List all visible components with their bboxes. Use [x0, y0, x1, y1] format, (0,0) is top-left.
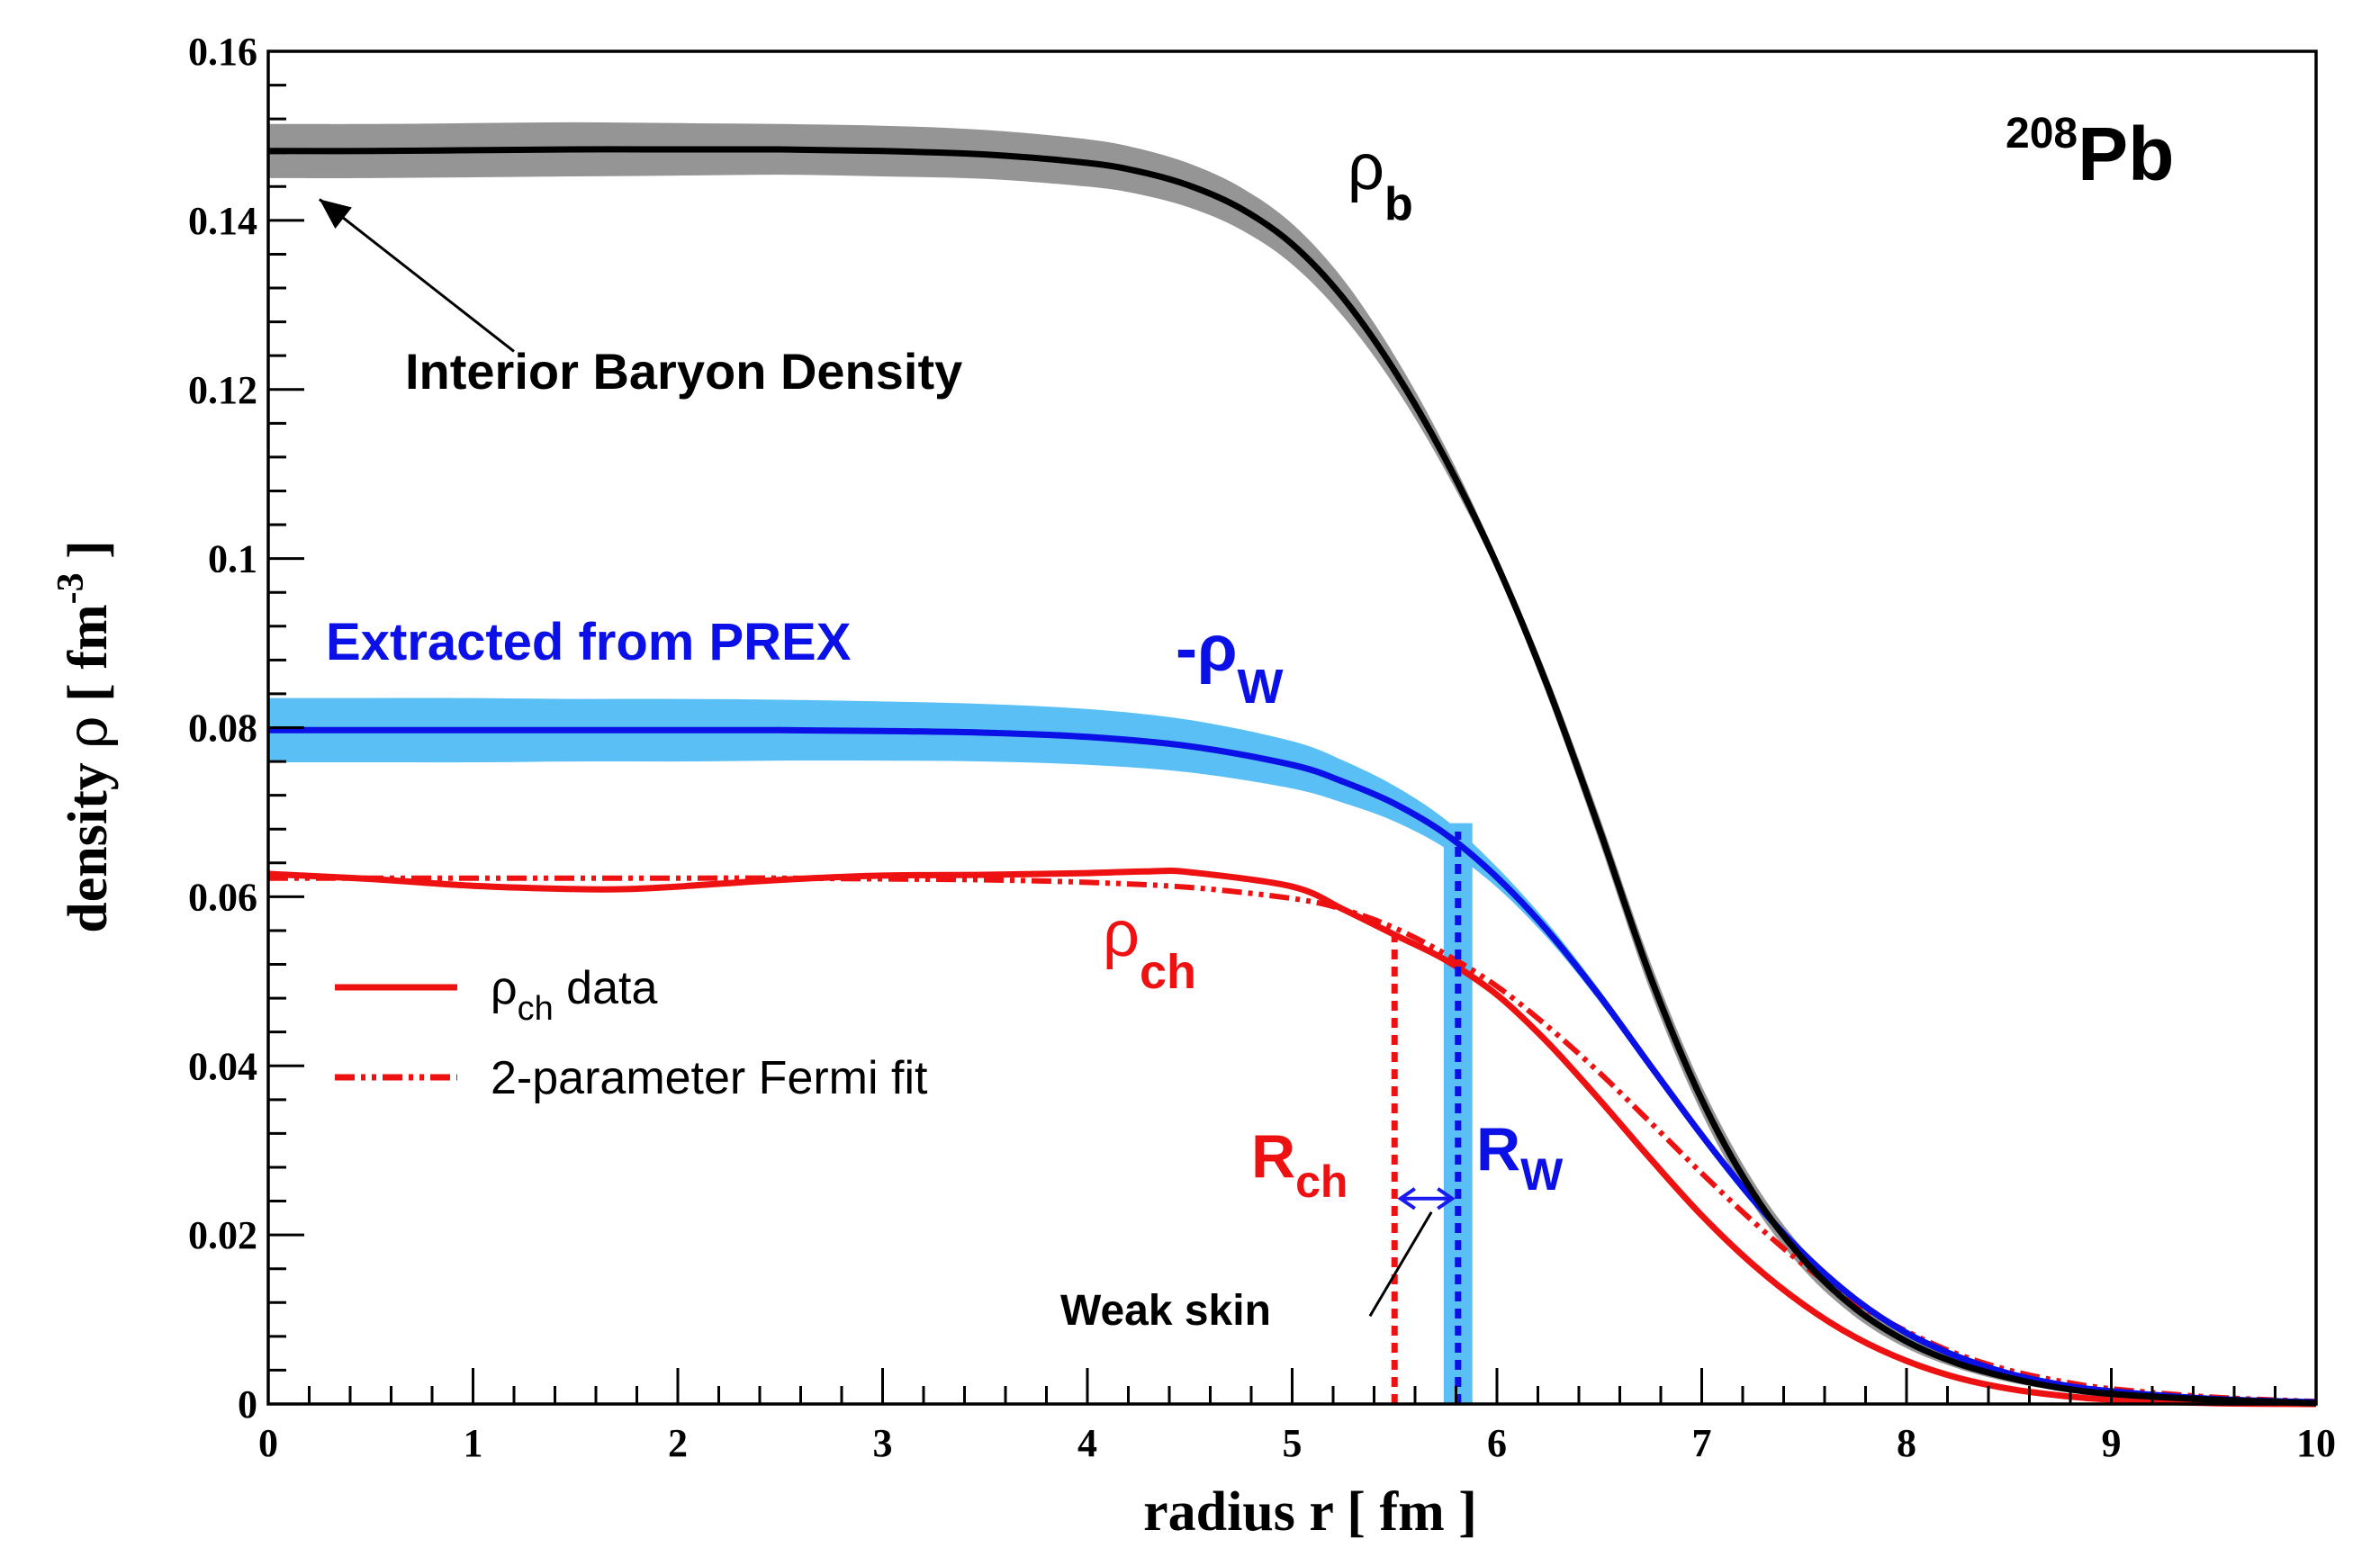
legend-label: 2-parameter Fermi fit — [491, 1052, 928, 1104]
extracted-from-prex-label: Extracted from PREX — [326, 613, 852, 671]
rho-ch-symbol: ρ — [1103, 898, 1140, 970]
nucleus-symbol: Pb — [2078, 112, 2174, 196]
x-tick-label: 4 — [1077, 1421, 1097, 1465]
weak-skin-pointer — [1368, 1210, 1433, 1318]
r-w-subscript: W — [1520, 1149, 1564, 1200]
y-axis-unit: [ fm — [58, 604, 119, 716]
x-axis-title: radius r [ fm ] — [1143, 1481, 1477, 1543]
legend-text: data — [554, 962, 658, 1014]
weak-skin-label: Weak skin — [1060, 1287, 1271, 1335]
weak-skin-arrowhead-right — [1437, 1187, 1456, 1210]
r-ch-label: Rch — [1251, 1122, 1348, 1207]
minus-rho-w-subscript: W — [1238, 660, 1284, 714]
x-tick-label: 5 — [1283, 1421, 1303, 1465]
r-w-label: RW — [1476, 1115, 1564, 1200]
y-tick-label: 0.06 — [188, 875, 257, 919]
nucleus-mass-number: 208 — [2006, 110, 2078, 158]
x-tick-label: 8 — [1897, 1421, 1916, 1465]
interior-annotation-arrow — [318, 198, 515, 353]
rho-ch-label: ρch — [1103, 898, 1196, 999]
y-tick-label: 0.16 — [188, 30, 257, 74]
y-axis-unit-exponent: -3 — [50, 572, 92, 604]
minus-rho-w-label: -ρW — [1176, 613, 1284, 714]
x-tick-label: 1 — [464, 1421, 483, 1465]
y-tick-label: 0.1 — [208, 537, 257, 581]
rho-b-subscript: b — [1384, 178, 1413, 230]
fermi-fit-curve — [267, 875, 2317, 1405]
r-w-letter: R — [1476, 1115, 1520, 1184]
y-tick-label: 0.02 — [188, 1213, 257, 1257]
charge-density-curve — [267, 868, 2317, 1408]
x-tick-label: 6 — [1487, 1421, 1507, 1465]
y-tick-label: 0 — [238, 1382, 257, 1426]
y-tick-label: 0.12 — [188, 368, 257, 412]
baryon-density-curve — [267, 146, 2317, 1407]
x-tick-label: 0 — [258, 1421, 278, 1465]
interior-baryon-density-label: Interior Baryon Density — [405, 343, 962, 400]
r-ch-subscript: ch — [1295, 1156, 1348, 1207]
legend-symbol: ρ — [491, 962, 518, 1014]
minus-rho-w-symbol: -ρ — [1176, 613, 1238, 685]
x-tick-label: 7 — [1692, 1421, 1712, 1465]
r-ch-letter: R — [1251, 1122, 1295, 1191]
rho-b-symbol: ρ — [1348, 131, 1384, 203]
y-tick-label: 0.04 — [188, 1044, 257, 1088]
y-tick-label: 0.14 — [188, 199, 257, 243]
interior-annotation-arrowhead — [319, 199, 352, 230]
legend: ρch data 2-parameter Fermi fit — [335, 962, 928, 1104]
nucleus-label: 208Pb — [2006, 110, 2174, 196]
rho-b-label: ρb — [1348, 131, 1413, 230]
rho-ch-subscript: ch — [1140, 945, 1196, 999]
x-tick-label: 3 — [873, 1421, 893, 1465]
x-tick-label: 10 — [2296, 1421, 2336, 1465]
y-axis-unit-close: ] — [58, 540, 119, 572]
x-tick-label: 2 — [668, 1421, 688, 1465]
legend-text: 2-parameter Fermi fit — [491, 1052, 928, 1104]
weak-skin-arrowhead-left — [1397, 1187, 1416, 1210]
legend-label: ρch data — [491, 962, 657, 1028]
x-tick-label: 9 — [2102, 1421, 2122, 1465]
y-tick-label: 0.08 — [188, 706, 257, 751]
weak-error-band — [268, 698, 2316, 1404]
y-axis-title: density ρ [ fm-3 ] — [50, 540, 120, 933]
weak-density-curve — [267, 726, 2317, 1406]
y-axis-symbol: ρ — [54, 716, 120, 748]
y-axis-word: density — [58, 749, 119, 933]
legend-subscript: ch — [518, 990, 554, 1028]
